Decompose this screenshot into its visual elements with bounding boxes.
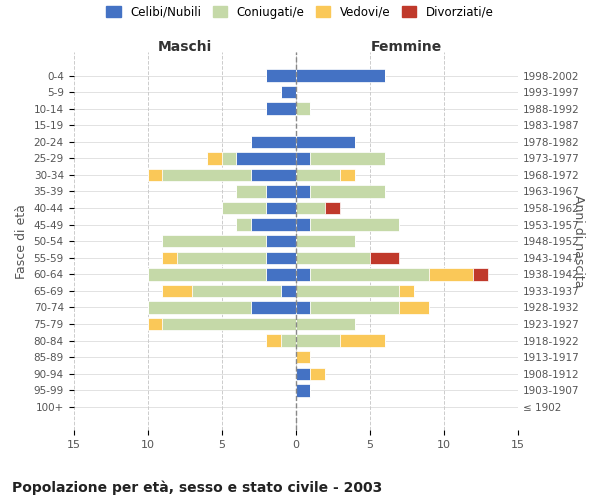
Bar (473, 268, 488, 280)
Bar (251, 302, 296, 314)
Bar (266, 268, 296, 280)
Bar (310, 302, 400, 314)
Bar (296, 152, 310, 164)
Bar (148, 268, 266, 280)
Bar (266, 235, 296, 248)
Bar (266, 186, 296, 198)
Bar (296, 351, 310, 364)
Bar (370, 252, 400, 264)
Bar (236, 152, 296, 164)
Bar (296, 235, 355, 248)
Bar (310, 268, 429, 280)
Text: Femmine: Femmine (371, 40, 442, 54)
Bar (296, 318, 355, 330)
Bar (310, 368, 325, 380)
Bar (163, 284, 192, 297)
Bar (192, 284, 281, 297)
Bar (251, 136, 296, 148)
Bar (296, 268, 310, 280)
Bar (148, 318, 163, 330)
Bar (177, 252, 266, 264)
Bar (221, 202, 266, 214)
Bar (296, 284, 400, 297)
Bar (163, 318, 296, 330)
Bar (281, 86, 296, 99)
Bar (207, 152, 221, 164)
Bar (251, 218, 296, 231)
Bar (266, 70, 296, 82)
Bar (296, 136, 355, 148)
Bar (296, 252, 370, 264)
Bar (221, 152, 236, 164)
Bar (400, 284, 414, 297)
Bar (429, 268, 473, 280)
Bar (296, 334, 340, 347)
Text: Maschi: Maschi (157, 40, 212, 54)
Y-axis label: Anni di nascita: Anni di nascita (572, 195, 585, 288)
Bar (266, 334, 281, 347)
Bar (340, 334, 385, 347)
Bar (251, 168, 296, 181)
Bar (148, 168, 163, 181)
Bar (163, 168, 251, 181)
Bar (296, 384, 310, 396)
Bar (340, 168, 355, 181)
Bar (236, 186, 266, 198)
Bar (148, 302, 251, 314)
Bar (163, 252, 177, 264)
Bar (310, 152, 385, 164)
Bar (281, 284, 296, 297)
Legend: Celibi/Nubili, Coniugati/e, Vedovi/e, Divorziati/e: Celibi/Nubili, Coniugati/e, Vedovi/e, Di… (101, 1, 499, 24)
Bar (296, 102, 310, 115)
Bar (310, 186, 385, 198)
Bar (266, 202, 296, 214)
Bar (281, 334, 296, 347)
Y-axis label: Fasce di età: Fasce di età (15, 204, 28, 279)
Bar (163, 235, 266, 248)
Bar (296, 368, 310, 380)
Bar (296, 218, 310, 231)
Bar (310, 218, 400, 231)
Bar (325, 202, 340, 214)
Bar (266, 252, 296, 264)
Bar (296, 202, 325, 214)
Bar (296, 168, 340, 181)
Bar (296, 186, 310, 198)
Bar (296, 302, 310, 314)
Bar (236, 218, 251, 231)
Bar (266, 102, 296, 115)
Bar (400, 302, 429, 314)
Bar (296, 70, 385, 82)
Text: Popolazione per età, sesso e stato civile - 2003: Popolazione per età, sesso e stato civil… (12, 480, 382, 495)
